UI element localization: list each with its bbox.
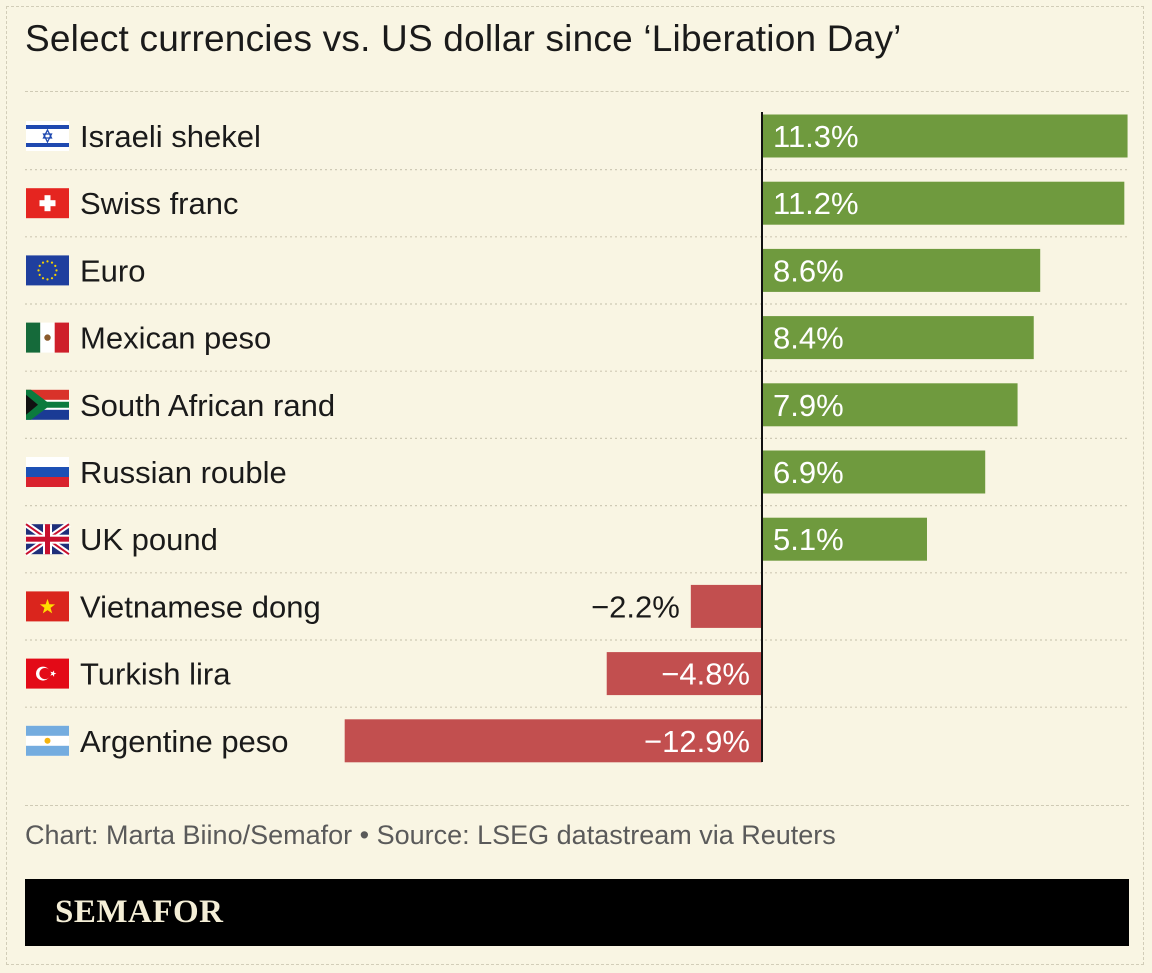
eu-flag-icon bbox=[26, 255, 69, 286]
value-label: 7.9% bbox=[773, 388, 844, 423]
value-label: −4.8% bbox=[661, 657, 750, 692]
chart-row: Euro 8.6% bbox=[25, 248, 1129, 305]
brand-bar: SEMAFOR bbox=[25, 879, 1129, 946]
chart-row: Argentine peso −12.9% bbox=[26, 719, 762, 763]
value-label: 5.1% bbox=[773, 522, 844, 557]
category-label: Mexican peso bbox=[80, 321, 271, 356]
argentina-flag-icon bbox=[26, 725, 69, 756]
chart-row: Swiss franc 11.2% bbox=[25, 181, 1129, 238]
chart-frame bbox=[6, 6, 1144, 965]
positive-bar bbox=[762, 450, 986, 494]
positive-bar bbox=[762, 517, 927, 561]
positive-bar bbox=[762, 316, 1034, 360]
value-label: 8.4% bbox=[773, 321, 844, 356]
category-label: Argentine peso bbox=[80, 724, 289, 759]
turkey-flag-icon bbox=[26, 658, 69, 689]
footer-divider bbox=[25, 805, 1129, 806]
negative-bar bbox=[690, 584, 762, 628]
negative-bar bbox=[606, 652, 762, 696]
chart-row: Russian rouble 6.9% bbox=[25, 450, 1129, 507]
switzerland-flag-icon bbox=[26, 188, 69, 219]
category-label: UK pound bbox=[80, 522, 218, 557]
south-africa-flag-icon bbox=[26, 389, 69, 420]
value-label: 8.6% bbox=[773, 253, 844, 288]
vietnam-flag-icon bbox=[26, 591, 69, 622]
chart-row: Vietnamese dong −2.2% bbox=[25, 584, 1129, 641]
chart-credit: Chart: Marta Biino/Semafor • Source: LSE… bbox=[25, 820, 836, 850]
positive-bar bbox=[762, 248, 1041, 292]
chart-row: South African rand 7.9% bbox=[25, 383, 1129, 439]
chart-row: Israeli shekel 11.3% bbox=[25, 114, 1129, 171]
positive-bar bbox=[762, 383, 1018, 427]
mexico-flag-icon bbox=[26, 322, 69, 353]
category-label: Russian rouble bbox=[80, 455, 287, 490]
positive-bar bbox=[762, 181, 1125, 225]
category-label: South African rand bbox=[80, 388, 335, 423]
chart-row: UK pound 5.1% bbox=[24, 517, 1129, 574]
positive-bar bbox=[762, 114, 1128, 158]
value-label: 11.3% bbox=[773, 119, 859, 154]
israel-flag-icon bbox=[26, 121, 69, 151]
category-label: Euro bbox=[80, 253, 145, 288]
value-label: 6.9% bbox=[773, 455, 844, 490]
category-label: Israeli shekel bbox=[80, 119, 261, 154]
title-divider bbox=[25, 91, 1129, 92]
negative-bar bbox=[344, 719, 762, 763]
value-label: −2.2% bbox=[591, 589, 680, 624]
semafor-logo: SEMAFOR bbox=[55, 894, 224, 930]
uk-flag-icon bbox=[24, 521, 71, 557]
chart-title: Select currencies vs. US dollar since ‘L… bbox=[25, 18, 902, 59]
russia-flag-icon bbox=[26, 457, 69, 487]
category-label: Swiss franc bbox=[80, 186, 238, 221]
value-label: 11.2% bbox=[773, 186, 859, 221]
chart-row: Turkish lira −4.8% bbox=[25, 652, 1129, 708]
chart-row: Mexican peso 8.4% bbox=[25, 316, 1129, 372]
bar-chart: Israeli shekel 11.3% Swiss franc 11.2% Euro 8… bbox=[24, 112, 1129, 763]
value-label: −12.9% bbox=[644, 724, 750, 759]
category-label: Vietnamese dong bbox=[80, 589, 321, 624]
category-label: Turkish lira bbox=[80, 657, 231, 692]
